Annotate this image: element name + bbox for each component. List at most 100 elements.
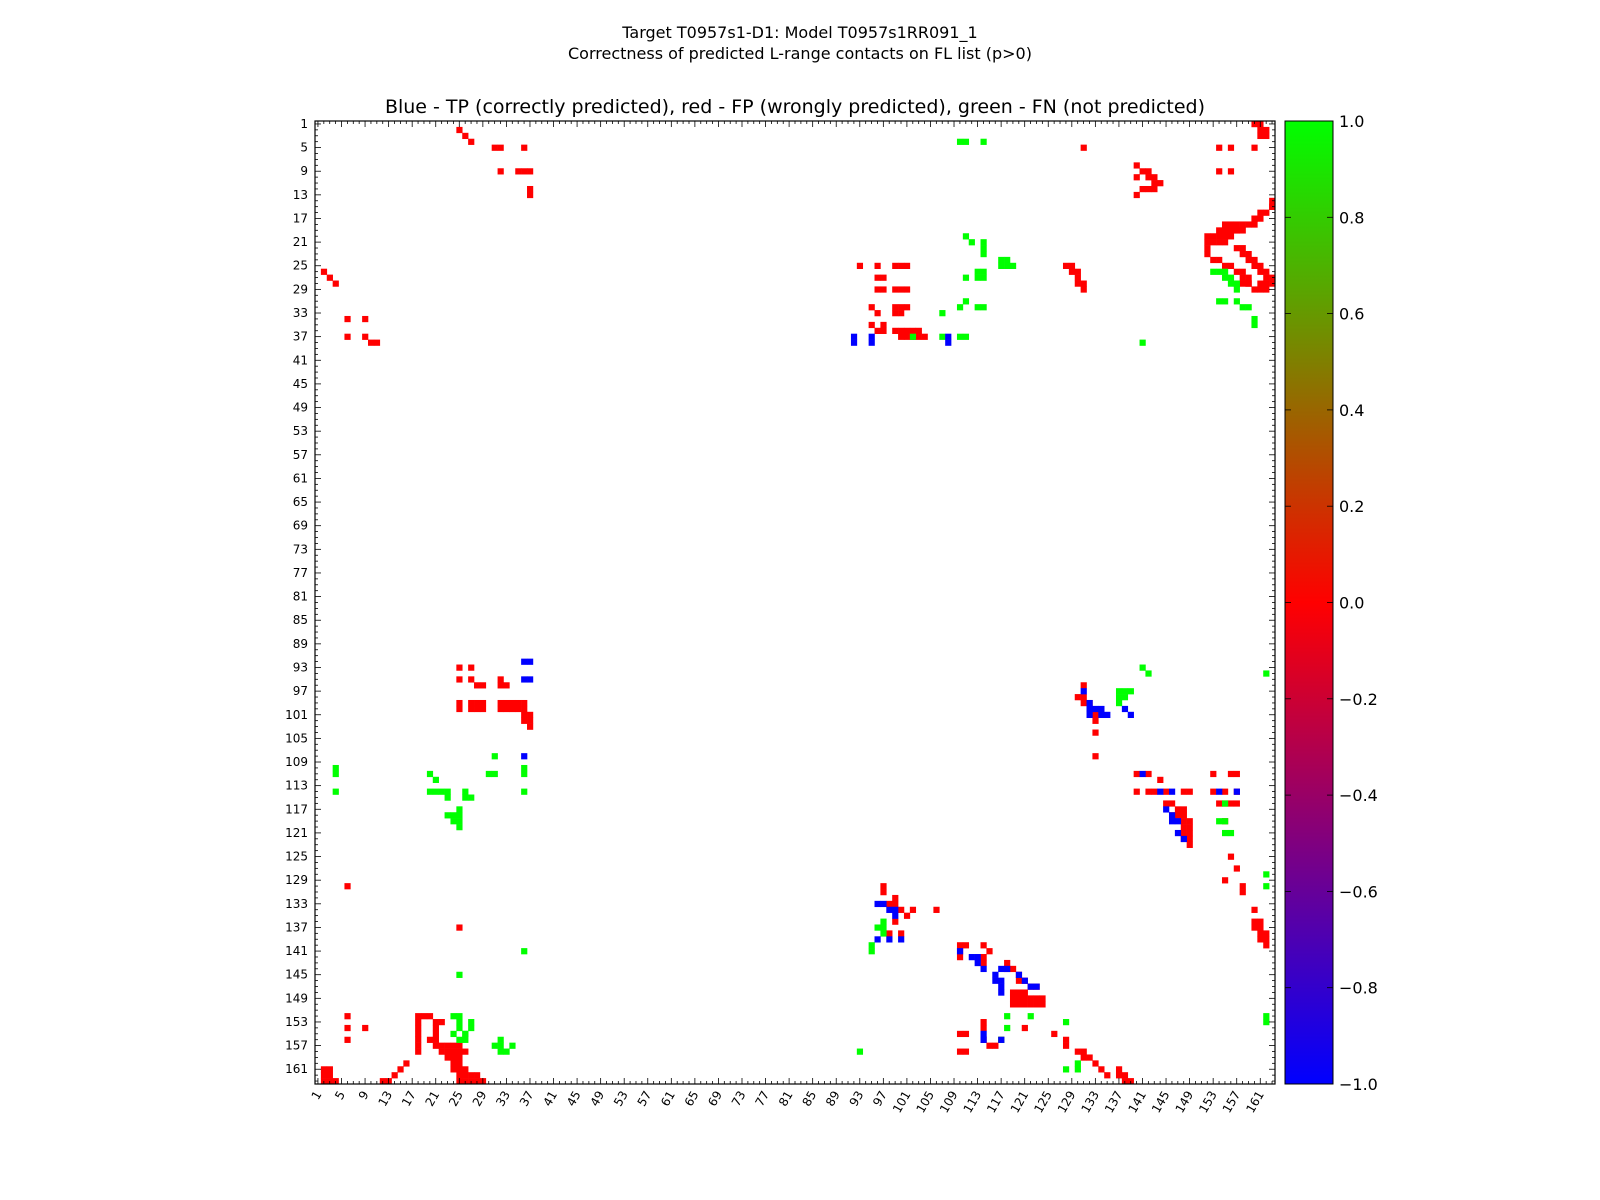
cell-fp-140-111 xyxy=(962,942,970,949)
cell-fp-125-156 xyxy=(1227,853,1235,860)
cell-fn-153-128 xyxy=(1062,1019,1070,1026)
cell-fp-19-154 xyxy=(1216,227,1223,234)
cell-tp-108-36 xyxy=(521,753,528,760)
cell-fp-143-118 xyxy=(1004,959,1011,967)
cell-fp-160-25 xyxy=(456,1060,463,1067)
cell-fp-96-29 xyxy=(479,682,487,689)
y-tick-label: 101 xyxy=(285,708,308,722)
cell-fn-20-111 xyxy=(962,233,970,240)
cell-fn-114-4 xyxy=(332,788,339,795)
cell-tp-97-131 xyxy=(1080,688,1087,695)
cell-fp-28-130 xyxy=(1074,280,1081,287)
cell-fp-137-160 xyxy=(1251,924,1258,931)
cell-fp-114-153 xyxy=(1210,788,1217,795)
cell-fp-29-162 xyxy=(1263,286,1270,293)
cell-fn-25-118 xyxy=(1004,262,1011,269)
cell-fn-136-97 xyxy=(880,918,887,925)
cell-fn-154-118 xyxy=(1004,1024,1011,1032)
x-tick-label: 9 xyxy=(356,1089,372,1103)
cell-fp-24-154 xyxy=(1216,256,1223,264)
cell-fn-21-114 xyxy=(980,239,987,246)
x-tick-label: 149 xyxy=(1173,1089,1197,1116)
cell-fp-153-22 xyxy=(438,1019,445,1026)
cell-fn-34-160 xyxy=(1251,315,1258,323)
y-tick-label: 49 xyxy=(293,401,308,415)
cell-fp-29-100 xyxy=(898,286,905,293)
cell-fp-25-93 xyxy=(856,262,864,269)
cell-fp-122-149 xyxy=(1186,835,1193,843)
cell-fp-101-133 xyxy=(1092,711,1099,719)
cell-fp-149-120 xyxy=(1015,995,1023,1002)
cell-tp-145-120 xyxy=(1015,971,1023,978)
y-tick-label: 85 xyxy=(293,613,308,627)
x-tick-label: 57 xyxy=(635,1089,655,1109)
cell-fn-31-154 xyxy=(1216,298,1223,305)
cell-fp-140-162 xyxy=(1263,942,1270,949)
x-tick-label: 25 xyxy=(446,1089,466,1109)
cell-fn-27-156 xyxy=(1227,274,1235,281)
cell-fn-157-31 xyxy=(491,1042,498,1049)
cell-tp-114-157 xyxy=(1233,788,1240,795)
cell-fp-3-26 xyxy=(462,132,469,140)
cell-fp-17-160 xyxy=(1251,215,1258,222)
cell-fp-1-160 xyxy=(1251,121,1258,128)
cell-fn-26-155 xyxy=(1221,268,1229,275)
cell-fn-111-20 xyxy=(426,770,434,778)
y-tick-label: 77 xyxy=(293,566,308,580)
cell-fp-33-99 xyxy=(892,310,899,317)
cell-fn-111-4 xyxy=(332,770,339,778)
cell-fp-95-25 xyxy=(456,676,463,683)
cell-fn-98-137 xyxy=(1115,694,1123,701)
cell-fn-94-142 xyxy=(1145,670,1152,677)
cell-tp-144-117 xyxy=(998,965,1005,973)
cell-fp-36-101 xyxy=(903,327,911,334)
cell-tp-139-96 xyxy=(874,936,881,943)
cell-fp-161-15 xyxy=(397,1066,404,1073)
cell-fp-149-124 xyxy=(1039,995,1046,1002)
cell-fn-152-24 xyxy=(450,1013,457,1020)
cell-fp-25-161 xyxy=(1257,262,1264,269)
cell-fp-103-37 xyxy=(527,723,534,730)
cell-fp-161-137 xyxy=(1115,1066,1123,1073)
cell-fp-161-134 xyxy=(1098,1066,1105,1073)
cell-fp-152-20 xyxy=(426,1013,434,1020)
cell-fn-121-155 xyxy=(1221,829,1229,837)
figure-title-line1: Target T0957s1-D1: Model T0957s1RR091_1 xyxy=(621,23,977,43)
cell-fp-36-103 xyxy=(915,327,922,334)
cell-fp-134-160 xyxy=(1251,906,1258,913)
cell-fn-33-107 xyxy=(939,310,946,317)
cell-fp-138-162 xyxy=(1263,930,1270,937)
cell-fn-32-158 xyxy=(1239,304,1246,311)
cell-fp-131-158 xyxy=(1239,889,1246,896)
cell-fp-138-100 xyxy=(898,930,905,937)
cell-fp-157-23 xyxy=(444,1042,451,1049)
cell-fp-150-121 xyxy=(1021,1001,1028,1008)
y-tick-label: 57 xyxy=(293,448,308,462)
cell-fn-32-113 xyxy=(974,304,981,311)
cell-fp-10-143 xyxy=(1151,174,1158,181)
cell-fn-32-159 xyxy=(1245,304,1252,311)
cell-fn-110-36 xyxy=(521,764,528,772)
cell-fp-142-110 xyxy=(956,954,964,961)
y-tick-label: 113 xyxy=(285,779,308,793)
x-tick-label: 85 xyxy=(800,1089,820,1109)
cell-tp-155-114 xyxy=(980,1030,987,1038)
cell-fp-21-155 xyxy=(1221,239,1229,246)
cell-fp-27-96 xyxy=(874,274,881,281)
cell-fp-5-156 xyxy=(1227,144,1235,151)
cell-fn-116-155 xyxy=(1221,800,1229,807)
cell-fp-162-26 xyxy=(462,1072,469,1079)
cell-fp-158-131 xyxy=(1080,1048,1087,1055)
plot-frame xyxy=(314,120,1276,1085)
cell-fp-99-29 xyxy=(479,699,487,707)
cell-fp-129-155 xyxy=(1221,877,1229,884)
cell-fp-162-27 xyxy=(468,1072,475,1079)
cell-fp-33-100 xyxy=(898,310,905,317)
cell-fp-18-155 xyxy=(1221,221,1229,228)
cell-tp-133-97 xyxy=(880,900,887,908)
cell-fn-115-27 xyxy=(468,794,475,801)
cell-fn-114-36 xyxy=(521,788,528,795)
heatmap-cells xyxy=(320,121,1276,1085)
cell-fp-114-155 xyxy=(1221,788,1229,795)
